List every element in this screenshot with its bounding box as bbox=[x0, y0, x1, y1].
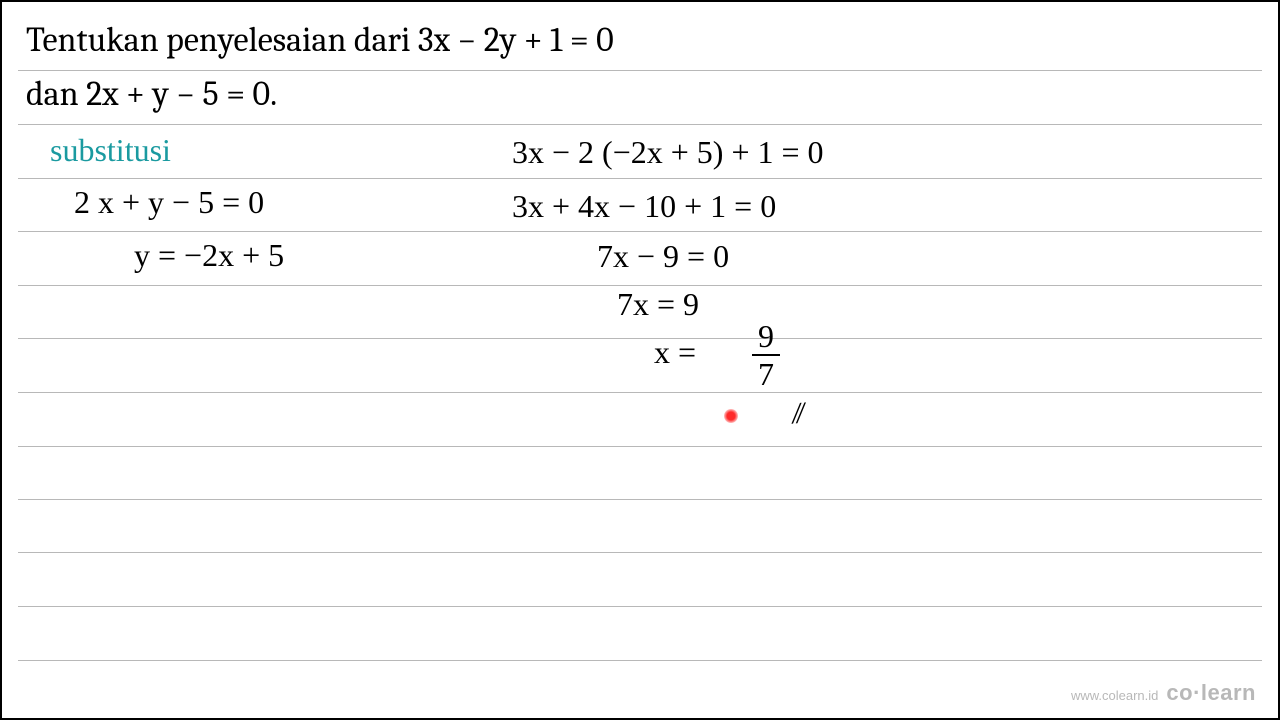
rule-line bbox=[18, 660, 1262, 661]
problem-text-line2: dan 2x + y − 5 = 0. bbox=[26, 74, 277, 114]
watermark-url: www.colearn.id bbox=[1071, 688, 1158, 703]
rule-line bbox=[18, 446, 1262, 447]
rule-line bbox=[18, 338, 1262, 339]
fraction-numerator: 9 bbox=[752, 320, 780, 354]
right-step1: 3x − 2 (−2x + 5) + 1 = 0 bbox=[512, 134, 824, 171]
method-label: substitusi bbox=[50, 132, 171, 169]
rule-line bbox=[18, 392, 1262, 393]
right-step4: 7x = 9 bbox=[617, 286, 699, 323]
problem-text-line1: Tentukan penyelesaian dari 3x − 2y + 1 =… bbox=[26, 20, 614, 60]
right-step3: 7x − 9 = 0 bbox=[597, 238, 729, 275]
fraction-result: 9 7 bbox=[752, 320, 780, 390]
rule-line bbox=[18, 124, 1262, 125]
fraction-denominator: 7 bbox=[752, 356, 780, 390]
left-eq1: 2 x + y − 5 = 0 bbox=[74, 184, 264, 221]
rule-line bbox=[18, 178, 1262, 179]
watermark-brand: co·learn bbox=[1166, 680, 1256, 706]
right-step2: 3x + 4x − 10 + 1 = 0 bbox=[512, 188, 776, 225]
rule-line bbox=[18, 606, 1262, 607]
rule-line bbox=[18, 499, 1262, 500]
laser-pointer-icon bbox=[724, 409, 738, 423]
rule-line bbox=[18, 552, 1262, 553]
rule-line bbox=[18, 70, 1262, 71]
watermark: www.colearn.id co·learn bbox=[1071, 680, 1256, 706]
right-step5-lhs: x = bbox=[654, 334, 696, 371]
left-eq2: y = −2x + 5 bbox=[134, 237, 284, 274]
rule-line bbox=[18, 231, 1262, 232]
